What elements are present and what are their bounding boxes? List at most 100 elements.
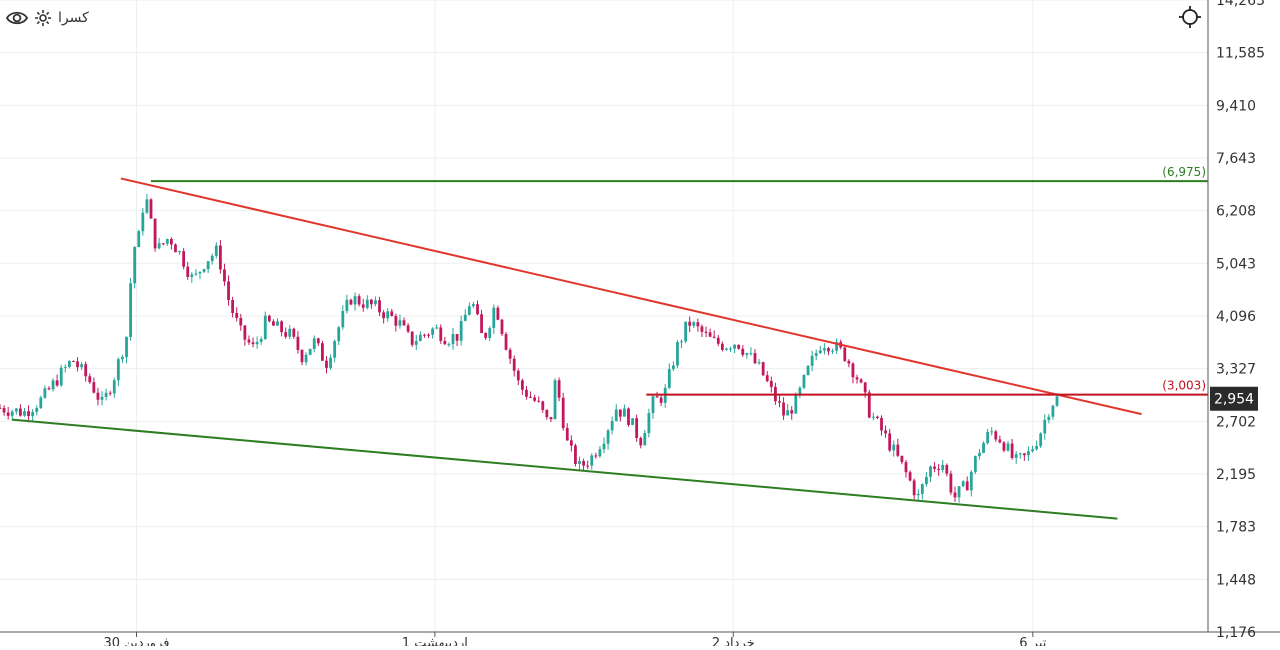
candle-body	[761, 362, 765, 376]
candle-body	[516, 370, 520, 381]
candle-body	[27, 411, 30, 417]
candle-body	[916, 493, 920, 496]
candle-body	[700, 326, 704, 332]
candle-body	[671, 365, 675, 370]
candle-body	[818, 350, 822, 354]
y-tick-label: 2,195	[1216, 467, 1256, 483]
symbol-label: کسرا	[58, 10, 89, 26]
candle-body	[0, 407, 2, 409]
candle-body	[929, 466, 932, 477]
candle-body	[235, 312, 239, 318]
candle-body	[182, 251, 186, 267]
y-tick-label: 14,263	[1216, 0, 1265, 9]
candle-body	[31, 411, 35, 417]
candle-body	[769, 381, 773, 387]
candle-body	[822, 348, 826, 351]
candle-body	[994, 431, 998, 440]
candle-body	[459, 321, 463, 341]
candle-body	[2, 407, 6, 413]
candle-body	[304, 354, 308, 363]
candle-body	[88, 376, 92, 383]
candle-body	[1010, 443, 1014, 458]
candle-body	[937, 468, 941, 470]
x-tick-label: 6 تیر	[1019, 636, 1047, 646]
candle-body	[410, 331, 414, 345]
candle-body	[214, 245, 218, 256]
eye-icon[interactable]	[6, 7, 28, 29]
candle-body	[170, 239, 173, 245]
candle-body	[247, 339, 251, 343]
candle-body	[80, 364, 84, 368]
candle-body	[231, 300, 235, 313]
candle-body	[635, 418, 639, 439]
candle-body	[876, 416, 879, 418]
candle-body	[35, 407, 39, 412]
candle-body	[267, 315, 271, 322]
candle-body	[541, 401, 545, 410]
candle-body	[251, 342, 255, 345]
candle-body	[1043, 419, 1047, 434]
candle-body	[561, 397, 565, 428]
candle-body	[218, 245, 222, 270]
candle-body	[990, 431, 994, 433]
candle-body	[639, 438, 643, 446]
candle-body	[447, 344, 451, 346]
candle-body	[349, 299, 353, 305]
trend-line-1[interactable]	[120, 177, 1142, 416]
candle-body	[729, 348, 732, 350]
candle-body	[598, 449, 602, 457]
y-tick-label: 11,585	[1216, 46, 1265, 62]
candle-body	[904, 462, 908, 473]
candle-body	[406, 325, 410, 332]
candle-body	[443, 340, 447, 345]
candle-body	[365, 299, 369, 308]
trend-line-2[interactable]	[11, 418, 1118, 520]
candle-body	[316, 338, 320, 344]
candle-body	[59, 367, 63, 386]
candle-body	[688, 321, 692, 326]
crosshair-icon[interactable]	[1178, 5, 1202, 29]
level-label: (3,003)	[1162, 379, 1206, 393]
candle-body	[614, 409, 618, 421]
candle-body	[296, 336, 300, 351]
candle-body	[504, 334, 508, 350]
candle-body	[108, 392, 112, 394]
candle-body	[206, 261, 210, 270]
candle-body	[288, 328, 292, 337]
candle-body	[194, 273, 198, 275]
candle-body	[337, 327, 341, 342]
candle-body	[153, 218, 157, 249]
candle-body	[1039, 433, 1043, 447]
candle-body	[378, 300, 381, 313]
candle-body	[472, 304, 475, 307]
candle-body	[957, 486, 961, 498]
candle-body	[814, 353, 818, 356]
candle-body	[716, 337, 720, 344]
candle-body	[72, 361, 75, 363]
candle-body	[1022, 453, 1026, 456]
gear-icon[interactable]	[32, 7, 54, 29]
candle-body	[43, 388, 47, 398]
candle-body	[272, 321, 275, 326]
candle-body	[618, 409, 622, 417]
candle-body	[92, 382, 96, 393]
candle-body	[100, 396, 104, 400]
candle-body	[329, 357, 332, 368]
candle-body	[137, 231, 141, 248]
candle-body	[382, 312, 386, 319]
candle-body	[978, 452, 981, 457]
candle-body	[467, 306, 471, 315]
candle-body	[827, 348, 830, 352]
y-tick-label: 3,327	[1216, 362, 1256, 378]
candle-body	[435, 327, 439, 329]
candle-body	[63, 366, 67, 368]
candle-body	[610, 420, 614, 431]
candle-body	[545, 409, 549, 418]
candle-body	[300, 350, 304, 363]
candle-body	[847, 360, 851, 364]
candle-body	[84, 364, 88, 377]
y-tick-label: 1,176	[1216, 625, 1256, 641]
candle-body	[745, 353, 749, 355]
